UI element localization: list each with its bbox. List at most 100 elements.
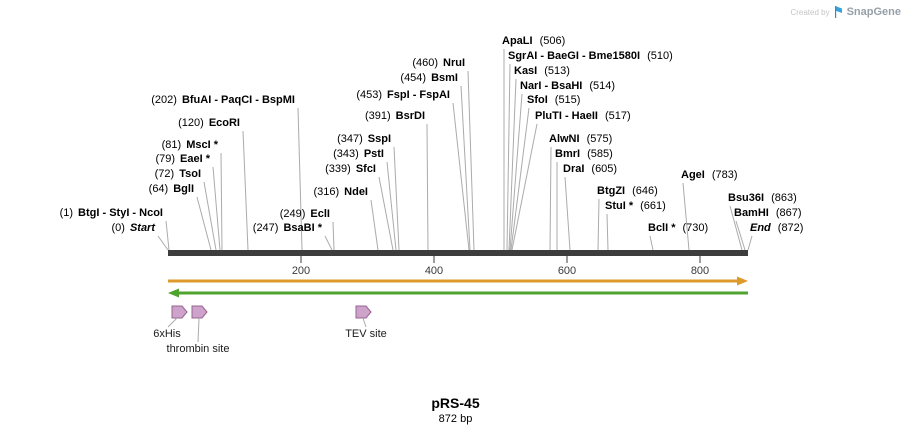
marker-position: (872) <box>777 222 804 234</box>
site-fspi-fspai[interactable]: (453) FspI - FspAI <box>356 89 450 102</box>
site-enzymes: TsoI <box>179 168 201 180</box>
title-block: pRS-45 872 bp <box>0 395 911 425</box>
site-sfci[interactable]: (339) SfcI <box>325 163 376 176</box>
site-psti[interactable]: (343) PstI <box>333 148 384 161</box>
site-position: (510) <box>647 50 673 62</box>
leader-line <box>606 213 609 251</box>
leader-line <box>564 176 571 251</box>
leader-line <box>426 123 429 251</box>
site-sfoi[interactable]: SfoI (515) <box>527 94 580 107</box>
site-ndei[interactable]: (316) NdeI <box>313 186 368 199</box>
site-enzymes: BclI * <box>648 222 676 234</box>
site-position: (646) <box>632 185 658 197</box>
sequence-bar <box>168 250 748 256</box>
leader-line <box>460 85 471 251</box>
site-sspi[interactable]: (347) SspI <box>337 133 391 146</box>
feature-label-thrombin[interactable]: thrombin site <box>166 343 230 355</box>
site-position: (454) <box>400 72 427 84</box>
feature-label-tev[interactable]: TEV site <box>345 328 387 340</box>
site-position: (506) <box>539 35 566 47</box>
site-position: (661) <box>640 200 666 212</box>
marker-label: End <box>750 222 771 234</box>
site-enzymes: NruI <box>443 57 465 69</box>
site-position: (513) <box>544 65 570 77</box>
site-nrui[interactable]: (460) NruI <box>412 57 465 70</box>
leader-line <box>510 107 530 251</box>
site-sgrai-baegi-bme1580i[interactable]: SgrAI - BaeGI - Bme1580I (510) <box>508 50 673 63</box>
site-enzymes: BmrI <box>555 148 581 160</box>
marker-start[interactable]: (0) Start <box>111 222 155 235</box>
site-tsoi[interactable]: (72) TsoI <box>155 168 201 181</box>
leader-line <box>220 152 223 251</box>
site-position: (81) <box>161 139 182 151</box>
site-position: (72) <box>154 168 175 180</box>
site-position: (316) <box>313 186 340 198</box>
site-enzymes: BsaBI * <box>283 222 322 234</box>
feature-6xhis-arrow[interactable] <box>171 305 188 319</box>
site-position: (863) <box>771 192 797 204</box>
site-position: (347) <box>337 133 363 145</box>
site-position: (343) <box>333 148 359 160</box>
leader-line <box>212 166 221 251</box>
site-enzymes: EclI <box>310 208 330 220</box>
site-enzymes: NdeI <box>344 186 368 198</box>
site-drai[interactable]: DraI (605) <box>563 163 617 176</box>
site-apali[interactable]: ApaLI (506) <box>502 35 565 48</box>
feature-thrombin-arrow[interactable] <box>191 305 208 319</box>
leader-line <box>452 102 470 251</box>
site-bmri[interactable]: BmrI (585) <box>555 148 613 161</box>
site-kasi[interactable]: KasI (513) <box>514 65 570 78</box>
site-position: (391) <box>364 110 391 122</box>
site-stui[interactable]: StuI * (661) <box>605 200 666 213</box>
snapgene-logo-icon <box>834 6 843 18</box>
orf-forward-arrowhead[interactable] <box>737 276 748 286</box>
site-enzymes: SfoI <box>527 94 548 106</box>
site-position: (515) <box>554 94 581 106</box>
site-enzymes: BglI <box>173 183 194 195</box>
site-eaei[interactable]: (79) EaeI * <box>155 153 210 166</box>
site-position: (202) <box>151 94 177 106</box>
leader-line <box>362 317 367 328</box>
marker-end[interactable]: End (872) <box>750 222 803 235</box>
site-msci[interactable]: (81) MscI * <box>162 139 218 152</box>
site-nari-bsahi[interactable]: NarI - BsaHI (514) <box>520 80 615 93</box>
leader-line <box>370 199 379 251</box>
feature-tev-arrow[interactable] <box>355 305 372 319</box>
site-position: (453) <box>356 89 383 101</box>
site-alwni[interactable]: AlwNI (575) <box>549 133 612 146</box>
site-pluti-haeii[interactable]: PluTI - HaeII (517) <box>535 110 631 123</box>
site-enzymes: BsrDI <box>395 110 425 122</box>
site-bsrdi[interactable]: (391) BsrDI <box>365 110 425 123</box>
plasmid-name: pRS-45 <box>431 395 480 411</box>
site-enzymes: NarI - BsaHI <box>520 80 583 92</box>
site-agei[interactable]: AgeI (783) <box>681 169 738 182</box>
site-bfuai-paqci-bspmi[interactable]: (202) BfuAI - PaqCI - BspMI <box>151 94 295 107</box>
leader-line <box>747 235 753 251</box>
site-bamhi[interactable]: BamHI (867) <box>734 207 802 220</box>
site-ecli[interactable]: (249) EclI <box>280 208 330 221</box>
site-bcli[interactable]: BclI * (730) <box>648 222 708 235</box>
site-ecori[interactable]: (120) EcoRI <box>178 117 240 130</box>
site-enzymes: Bsu36I <box>728 192 765 204</box>
site-position: (120) <box>178 117 204 129</box>
site-enzymes: EaeI * <box>180 153 210 165</box>
site-bsabi[interactable]: (247) BsaBI * <box>253 222 322 235</box>
leader-line <box>729 205 743 251</box>
site-btgzi[interactable]: BtgZI (646) <box>597 185 658 198</box>
site-btgi-styi-ncoi[interactable]: (1) BtgI - StyI - NcoI <box>60 207 163 220</box>
site-bsmi[interactable]: (454) BsmI <box>400 72 458 85</box>
leader-line <box>197 317 200 343</box>
site-enzymes: BtgZI <box>597 185 626 197</box>
site-enzymes: SspI <box>367 133 391 145</box>
site-position: (1) <box>59 207 74 219</box>
orf-reverse-arrowhead[interactable] <box>168 288 179 298</box>
feature-label-6xhis[interactable]: 6xHis <box>153 328 181 340</box>
site-bsu36i[interactable]: Bsu36I (863) <box>728 192 797 205</box>
site-position: (585) <box>587 148 613 160</box>
site-position: (730) <box>682 222 709 234</box>
leader-line <box>735 220 746 251</box>
site-position: (339) <box>325 163 351 175</box>
site-bgli[interactable]: (64) BglI <box>149 183 194 196</box>
site-enzymes: PluTI - HaeII <box>535 110 598 122</box>
